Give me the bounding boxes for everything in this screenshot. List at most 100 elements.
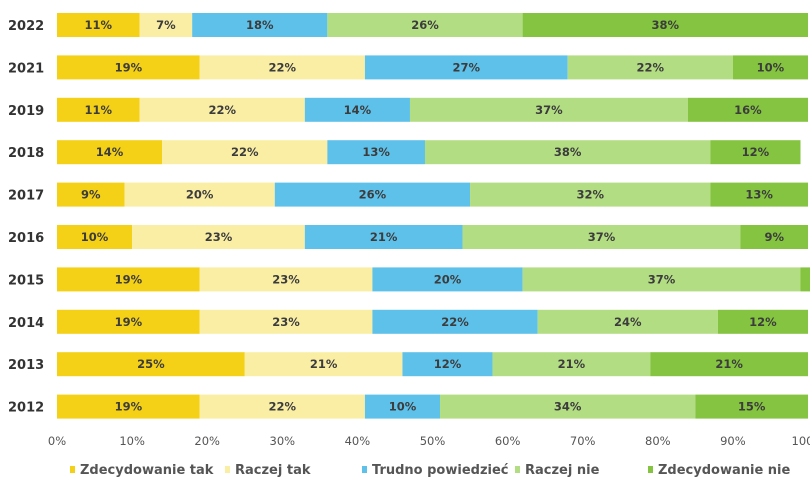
legend-swatch [362, 466, 367, 473]
legend-label: Zdecydowanie nie [658, 463, 791, 478]
data-label-2013-s3: 21% [558, 357, 586, 371]
legend-label: Raczej nie [525, 463, 600, 478]
data-label-2019-s1: 22% [208, 103, 236, 117]
bar-segment-2014-s0 [57, 309, 200, 334]
data-label-2017-s0: 9% [81, 188, 101, 202]
bar-segment-2017-s2 [274, 182, 471, 207]
bar-segment-2022-s1 [139, 13, 193, 37]
data-label-2018-s4: 12% [742, 145, 770, 159]
bar-segment-2022-s2 [192, 13, 328, 37]
legend-swatch [515, 466, 520, 473]
bar-segment-2021-s3 [567, 55, 733, 80]
bar-segment-2014-s1 [199, 309, 373, 334]
bar-segment-2022-s3 [327, 13, 523, 37]
bar-segment-2019-s4 [687, 97, 808, 122]
data-label-2018-s1: 22% [231, 145, 259, 159]
year-label-2014: 2014 [8, 316, 44, 331]
x-tick-label: 80% [645, 434, 671, 448]
x-tick-label: 100% [792, 434, 810, 448]
data-label-2019-s0: 11% [85, 103, 113, 117]
data-label-2022-s4: 38% [652, 18, 680, 32]
data-label-2012-s4: 15% [738, 400, 766, 414]
bar-segment-2017-s3 [470, 182, 711, 207]
x-tick-label: 30% [270, 434, 296, 448]
bar-segment-2018-s1 [162, 140, 328, 165]
year-label-2015: 2015 [8, 273, 44, 288]
legend-label: Trudno powiedzieć [372, 463, 509, 478]
bar-segment-2019-s1 [139, 97, 305, 122]
bar-segment-2016-s2 [304, 225, 463, 249]
bar-segment-2019-s3 [409, 97, 688, 122]
data-label-2012-s1: 22% [269, 400, 297, 414]
data-label-2014-s4: 12% [749, 315, 777, 329]
data-label-2014-s0: 19% [115, 315, 143, 329]
bar-segment-2022-s0 [57, 13, 140, 37]
x-tick-label: 70% [570, 434, 596, 448]
bar-segment-2021-s1 [199, 55, 365, 80]
bar-segment-2015-s1 [199, 267, 373, 292]
bar-segment-2013-s0 [57, 352, 245, 377]
data-label-2014-s2: 22% [441, 315, 469, 329]
data-label-2022-s1: 7% [156, 18, 176, 32]
bar-segment-2012-s2 [364, 394, 441, 419]
data-label-2012-s3: 34% [554, 400, 582, 414]
legend-swatch [225, 466, 230, 473]
data-label-2018-s0: 14% [96, 145, 124, 159]
bar-segment-2012-s0 [57, 394, 200, 419]
data-label-2015-s1: 23% [272, 272, 300, 286]
data-label-2019-s4: 16% [734, 103, 762, 117]
bar-segment-2013-s4 [650, 352, 808, 377]
bar-segment-2016-s4 [740, 225, 808, 249]
bar-segment-2018-s3 [424, 140, 711, 165]
data-label-2021-s4: 10% [757, 60, 785, 74]
data-label-2017-s1: 20% [186, 188, 214, 202]
legend-label: Raczej tak [235, 463, 311, 478]
data-label-2018-s2: 13% [362, 145, 390, 159]
bars-group: 11% 7% 18% 26% 38% 19% 22% 27% 22% 10% 11% 22% 14% 37… [57, 13, 810, 419]
data-label-2021-s3: 22% [637, 60, 665, 74]
bar-segment-2012-s1 [199, 394, 365, 419]
year-label-2019: 2019 [8, 104, 44, 119]
year-label-2022: 2022 [8, 19, 44, 34]
bar-segment-2018-s2 [327, 140, 425, 165]
x-tick-label: 0% [48, 434, 66, 448]
legend: Zdecydowanie tak Raczej tak Trudno powiedz… [70, 463, 791, 478]
bar-segment-2019-s0 [57, 97, 140, 122]
data-label-2013-s0: 25% [137, 357, 165, 371]
legend-swatch [648, 466, 653, 473]
legend-label: Zdecydowanie tak [80, 463, 214, 478]
year-label-2017: 2017 [8, 189, 44, 204]
bar-segment-2018-s0 [57, 140, 163, 165]
data-label-2022-s2: 18% [246, 18, 274, 32]
x-axis-ticks: 0% 10% 20% 30% 40% 50% 60% 70% 80% 90% 100% [48, 434, 810, 448]
data-label-2019-s3: 37% [535, 103, 563, 117]
x-tick-label: 40% [345, 434, 371, 448]
bar-segment-2014-s3 [537, 309, 718, 334]
data-label-2021-s1: 22% [269, 60, 297, 74]
x-tick-label: 90% [720, 434, 746, 448]
data-label-2022-s0: 11% [85, 18, 113, 32]
year-label-2021: 2021 [8, 61, 44, 76]
bar-segment-2022-s4 [522, 13, 808, 37]
bar-segment-2014-s2 [372, 309, 538, 334]
data-label-2015-s0: 19% [115, 272, 143, 286]
data-label-2013-s4: 21% [715, 357, 743, 371]
x-tick-label: 50% [420, 434, 446, 448]
data-label-2012-s2: 10% [389, 400, 417, 414]
bar-segment-2017-s4 [710, 182, 808, 207]
bar-segment-2021-s2 [364, 55, 568, 80]
x-tick-label: 20% [194, 434, 220, 448]
bar-segment-2016-s0 [57, 225, 133, 249]
year-label-2016: 2016 [8, 231, 44, 246]
year-label-2018: 2018 [8, 146, 44, 161]
data-label-2017-s3: 32% [576, 188, 604, 202]
data-label-2015-s2: 20% [434, 272, 462, 286]
bar-segment-2013-s2 [402, 352, 493, 377]
data-label-2016-s1: 23% [205, 230, 233, 244]
bar-segment-2013-s1 [244, 352, 403, 377]
data-label-2014-s3: 24% [614, 315, 642, 329]
bar-segment-2015-s4 [800, 267, 810, 292]
data-label-2018-s3: 38% [554, 145, 582, 159]
bar-segment-2017-s1 [124, 182, 275, 207]
